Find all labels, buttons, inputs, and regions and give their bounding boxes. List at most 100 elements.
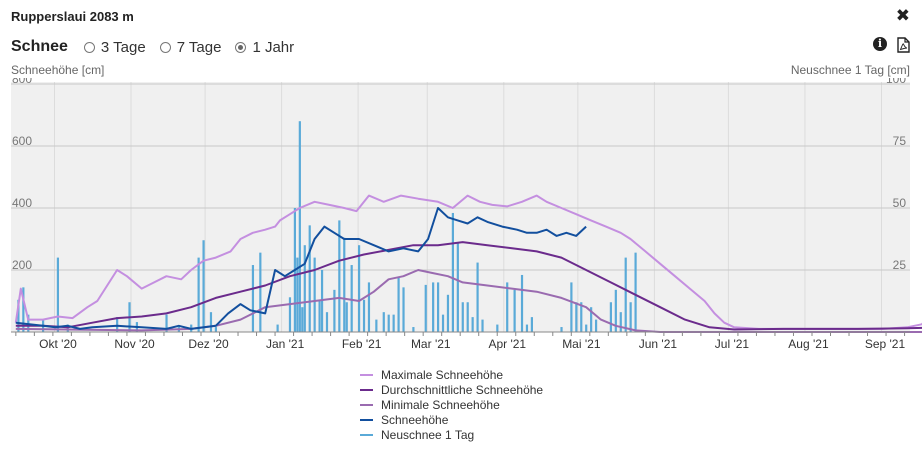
radio-label: 1 Jahr bbox=[252, 38, 295, 56]
legend-item[interactable]: Maximale Schneehöhe bbox=[360, 367, 543, 382]
bar-neuschnee bbox=[585, 324, 588, 332]
bar-neuschnee bbox=[513, 289, 516, 332]
bar-neuschnee bbox=[634, 252, 637, 332]
bar-neuschnee bbox=[56, 257, 60, 332]
legend-swatch bbox=[360, 403, 373, 406]
bar-neuschnee bbox=[301, 307, 304, 332]
legend-swatch bbox=[360, 433, 373, 436]
bar-neuschnee bbox=[357, 245, 361, 332]
section-label: Schnee bbox=[11, 38, 68, 55]
x-tick-label: Jan '21 bbox=[266, 337, 305, 351]
bar-neuschnee bbox=[424, 284, 427, 332]
bar-neuschnee bbox=[402, 287, 405, 332]
bar-neuschnee bbox=[525, 324, 529, 332]
bar-neuschnee bbox=[496, 324, 499, 332]
plot-background bbox=[11, 82, 910, 332]
bar-neuschnee bbox=[116, 317, 119, 332]
bar-neuschnee bbox=[506, 282, 509, 332]
bar-neuschnee bbox=[165, 314, 168, 332]
radio-3-tage[interactable]: 3 Tage bbox=[83, 38, 146, 56]
legend-item[interactable]: Minimale Schneehöhe bbox=[360, 397, 543, 412]
x-tick-label: Okt '20 bbox=[39, 337, 77, 351]
bar-neuschnee bbox=[298, 121, 301, 332]
bar-neuschnee bbox=[392, 314, 395, 332]
bar-neuschnee bbox=[609, 302, 612, 332]
y-tick-label-left: 800 bbox=[12, 78, 32, 86]
bar-neuschnee bbox=[387, 314, 390, 332]
bar-neuschnee bbox=[209, 312, 213, 332]
legend-item[interactable]: Schneehöhe bbox=[360, 412, 543, 427]
bar-neuschnee bbox=[333, 289, 336, 332]
bar-neuschnee bbox=[456, 242, 459, 332]
snow-chart: 800 600 400 200 100 75 50 25 Okt '20 Nov '20 Dez '… bbox=[11, 78, 922, 351]
bar-neuschnee bbox=[308, 225, 311, 332]
close-icon[interactable]: ✖ bbox=[895, 6, 910, 25]
bar-neuschnee bbox=[481, 319, 484, 332]
x-tick-label: Dez '20 bbox=[188, 337, 229, 351]
bar-neuschnee bbox=[580, 302, 583, 332]
bar-neuschnee bbox=[441, 314, 445, 332]
bar-neuschnee bbox=[313, 257, 316, 332]
y-tick-label-right: 25 bbox=[893, 258, 907, 272]
bar-neuschnee bbox=[471, 317, 474, 332]
bar-neuschnee bbox=[575, 302, 578, 332]
chart-legend: Maximale Schneehöhe Durchschnittliche Sch… bbox=[360, 367, 543, 442]
x-tick-label: Feb '21 bbox=[342, 337, 382, 351]
radio-label: 7 Tage bbox=[176, 38, 222, 56]
legend-item[interactable]: Durchschnittliche Schneehöhe bbox=[360, 382, 543, 397]
y-axis-left-title: Schneehöhe [cm] bbox=[11, 63, 105, 77]
bar-neuschnee bbox=[397, 277, 400, 332]
legend-label: Schneehöhe bbox=[381, 412, 449, 427]
bar-neuschnee bbox=[350, 265, 353, 332]
radio-circle-icon[interactable] bbox=[83, 41, 95, 53]
radio-circle-icon[interactable] bbox=[159, 41, 171, 53]
bar-neuschnee bbox=[624, 257, 627, 332]
bar-neuschnee bbox=[288, 297, 292, 332]
x-tick-label: Nov '20 bbox=[114, 337, 155, 351]
bar-neuschnee bbox=[303, 245, 306, 332]
radio-7-tage[interactable]: 7 Tage bbox=[159, 38, 222, 56]
bar-neuschnee bbox=[461, 302, 464, 332]
y-tick-label-right: 75 bbox=[893, 134, 907, 148]
window-titlebar: Rupperslaui 2083 m ✖ bbox=[0, 0, 922, 32]
legend-swatch bbox=[360, 373, 373, 376]
legend-swatch bbox=[360, 418, 373, 421]
bar-neuschnee bbox=[446, 294, 450, 332]
bar-neuschnee bbox=[520, 274, 524, 332]
bar-neuschnee bbox=[338, 220, 341, 332]
bar-neuschnee bbox=[325, 312, 329, 332]
series-line-minimale-schneeh-he bbox=[15, 269, 922, 333]
bar-neuschnee bbox=[476, 262, 479, 332]
series-line-schneeh-he bbox=[15, 207, 587, 330]
x-tick-label: Jun '21 bbox=[639, 337, 678, 351]
bar-neuschnee bbox=[451, 212, 454, 332]
radio-1-jahr[interactable]: 1 Jahr bbox=[235, 39, 294, 56]
toolbar-icons: i bbox=[873, 37, 910, 53]
pdf-icon[interactable] bbox=[897, 37, 910, 53]
bar-neuschnee bbox=[214, 327, 218, 332]
x-tick-label: Jul '21 bbox=[715, 337, 750, 351]
info-icon[interactable]: i bbox=[873, 37, 887, 51]
range-toolbar: Schnee 3 Tage 7 Tage 1 Jahr bbox=[11, 37, 308, 57]
y-tick-label-left: 400 bbox=[12, 196, 32, 210]
bar-neuschnee bbox=[619, 312, 622, 332]
bar-neuschnee bbox=[17, 299, 20, 332]
bar-neuschnee bbox=[466, 302, 469, 332]
bar-neuschnee bbox=[362, 299, 366, 332]
bar-neuschnee bbox=[296, 257, 299, 332]
radio-label: 3 Tage bbox=[100, 38, 146, 56]
bar-neuschnee bbox=[432, 282, 435, 332]
bar-neuschnee bbox=[629, 302, 632, 332]
bar-neuschnee bbox=[202, 240, 205, 332]
y-tick-label-right: 50 bbox=[893, 196, 907, 210]
radio-circle-checked-icon[interactable] bbox=[235, 41, 247, 53]
series-line-durchschnittliche-schneeh-he bbox=[15, 241, 922, 331]
bar-neuschnee bbox=[436, 282, 440, 332]
x-tick-label: Aug '21 bbox=[788, 337, 829, 351]
bar-neuschnee bbox=[197, 257, 200, 332]
bar-neuschnee bbox=[594, 319, 598, 332]
legend-item[interactable]: Neuschnee 1 Tag bbox=[360, 427, 543, 442]
series-line-maximale-schneeh-he bbox=[14, 194, 922, 330]
legend-swatch bbox=[360, 388, 373, 391]
y-tick-label-left: 200 bbox=[12, 258, 32, 272]
